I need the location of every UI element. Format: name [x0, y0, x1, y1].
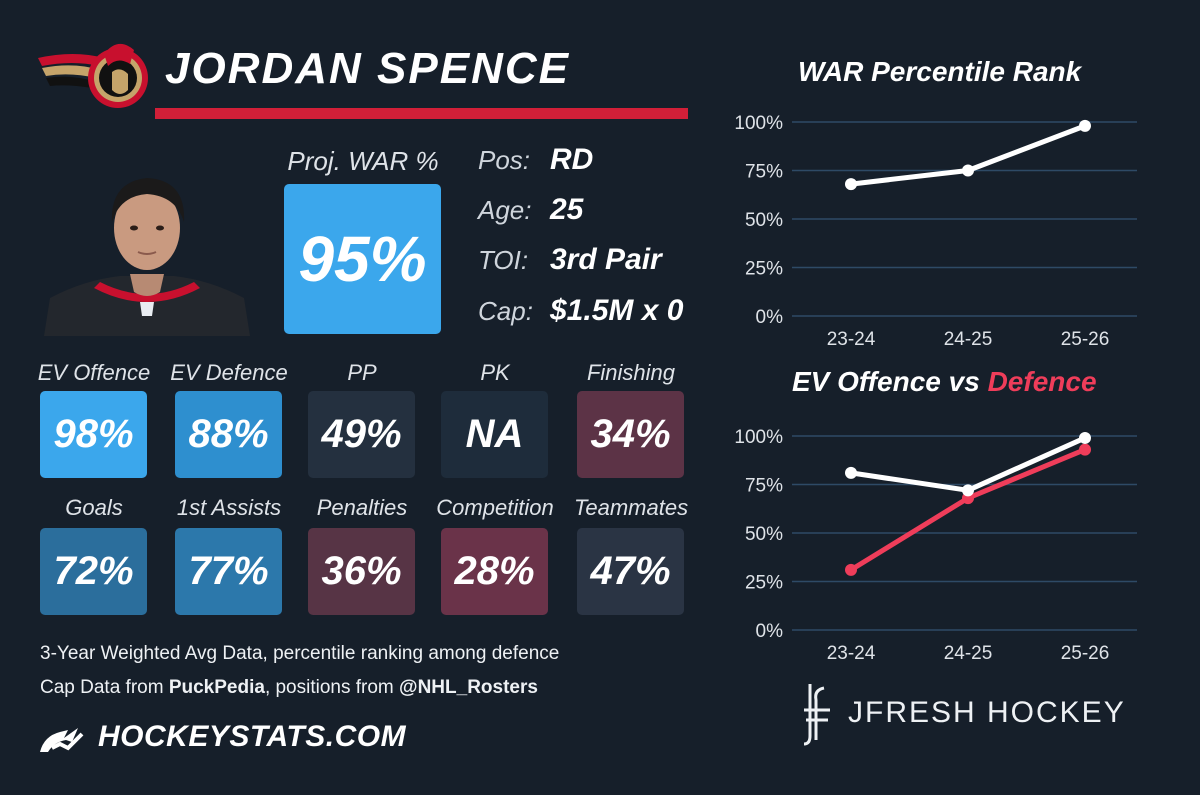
tile-first-assists: 77%	[175, 528, 282, 615]
jfresh-wordmark: JFRESH HOCKEY	[848, 696, 1126, 729]
info-value: RD	[550, 143, 594, 176]
data-point	[845, 178, 857, 191]
x-tick-label: 25-26	[1061, 643, 1110, 664]
info-value: $1.5M x 0	[550, 294, 684, 327]
chart-title-ev: EV Offence vs Defence	[792, 366, 1097, 398]
tile-label-first-assists: 1st Assists	[176, 495, 282, 520]
footnote-text: Cap Data from	[40, 677, 169, 698]
y-tick-label: 25%	[745, 259, 783, 280]
source-nhl-rosters: @NHL_Rosters	[399, 677, 538, 698]
info-row-cap: Cap: $1.5M x 0	[478, 291, 683, 331]
data-point	[1079, 431, 1091, 444]
tile-pp: 49%	[308, 391, 415, 478]
tile-pk: NA	[441, 391, 548, 478]
x-tick-label: 23-24	[827, 329, 876, 350]
data-point	[845, 466, 857, 479]
chart-title-defence: Defence	[987, 366, 1097, 397]
data-point	[1079, 119, 1091, 132]
jfresh-logo-icon	[803, 684, 830, 746]
data-point	[1079, 443, 1091, 456]
info-value: 25	[550, 193, 584, 226]
player-headshot	[44, 178, 250, 336]
ev-offence-defence-chart: 0% 25% 50% 75% 100% 23-24 24-25 25-26	[734, 427, 1137, 664]
data-point	[962, 484, 974, 497]
info-row-age: Age: 25	[478, 190, 583, 230]
tile-label-penalties: Penalties	[316, 495, 408, 520]
y-tick-label: 100%	[734, 113, 783, 134]
data-point	[962, 164, 974, 177]
footnote-text: , positions from	[264, 677, 400, 698]
x-tick-label: 24-25	[944, 643, 993, 664]
y-tick-label: 0%	[756, 621, 784, 642]
source-puckpedia: PuckPedia	[168, 677, 265, 698]
senators-logo	[38, 43, 148, 108]
info-label: Pos:	[478, 144, 531, 175]
info-label: Age:	[478, 194, 532, 225]
tile-goals: 72%	[40, 528, 147, 615]
tile-competition: 28%	[441, 528, 548, 615]
footnote-methodology: 3-Year Weighted Avg Data, percentile ran…	[40, 643, 560, 664]
y-tick-label: 50%	[745, 210, 783, 231]
tile-label-pp: PP	[347, 360, 377, 385]
info-row-toi: TOI: 3rd Pair	[478, 240, 662, 280]
tile-ev-defence: 88%	[175, 391, 282, 478]
hockeystats-logo-icon	[40, 728, 84, 752]
chart-title-war: WAR Percentile Rank	[798, 56, 1082, 87]
series-line	[848, 447, 1088, 573]
player-name: JORDAN SPENCE	[165, 44, 570, 93]
footnote-sources: Cap Data from PuckPedia, positions from …	[40, 677, 538, 699]
tile-label-pk: PK	[480, 360, 510, 385]
name-underline	[155, 108, 688, 119]
tile-label-ev-offence: EV Offence	[37, 360, 151, 385]
y-tick-label: 25%	[745, 573, 783, 594]
tile-penalties: 36%	[308, 528, 415, 615]
x-tick-label: 25-26	[1061, 329, 1110, 350]
tile-ev-offence: 98%	[40, 391, 147, 478]
info-value: 3rd Pair	[550, 243, 662, 276]
y-tick-label: 75%	[745, 476, 783, 497]
chart-title-part: EV Offence vs	[792, 366, 988, 397]
tile-label-teammates: Teammates	[573, 495, 689, 520]
hockeystats-wordmark: HOCKEYSTATS.COM	[98, 720, 407, 753]
war-percentile-chart: 0% 25% 50% 75% 100% 23-24 24-25 25-26	[734, 113, 1137, 350]
tile-teammates: 47%	[577, 528, 684, 615]
y-tick-label: 0%	[756, 307, 784, 328]
tile-finishing: 34%	[577, 391, 684, 478]
info-label: Cap:	[478, 295, 533, 326]
x-tick-label: 24-25	[944, 329, 993, 350]
tile-label-finishing: Finishing	[586, 360, 676, 385]
x-tick-label: 23-24	[827, 643, 876, 664]
war-label: Proj. WAR %	[287, 146, 439, 176]
data-point	[845, 563, 857, 576]
info-label: TOI:	[478, 244, 529, 275]
tile-label-ev-defence: EV Defence	[170, 360, 288, 385]
info-row-position: Pos: RD	[478, 140, 593, 180]
tile-label-competition: Competition	[436, 495, 554, 520]
tile-label-goals: Goals	[65, 495, 123, 520]
y-tick-label: 100%	[734, 427, 783, 448]
y-tick-label: 75%	[745, 162, 783, 183]
y-tick-label: 50%	[745, 524, 783, 545]
war-value-box: 95%	[284, 184, 441, 334]
